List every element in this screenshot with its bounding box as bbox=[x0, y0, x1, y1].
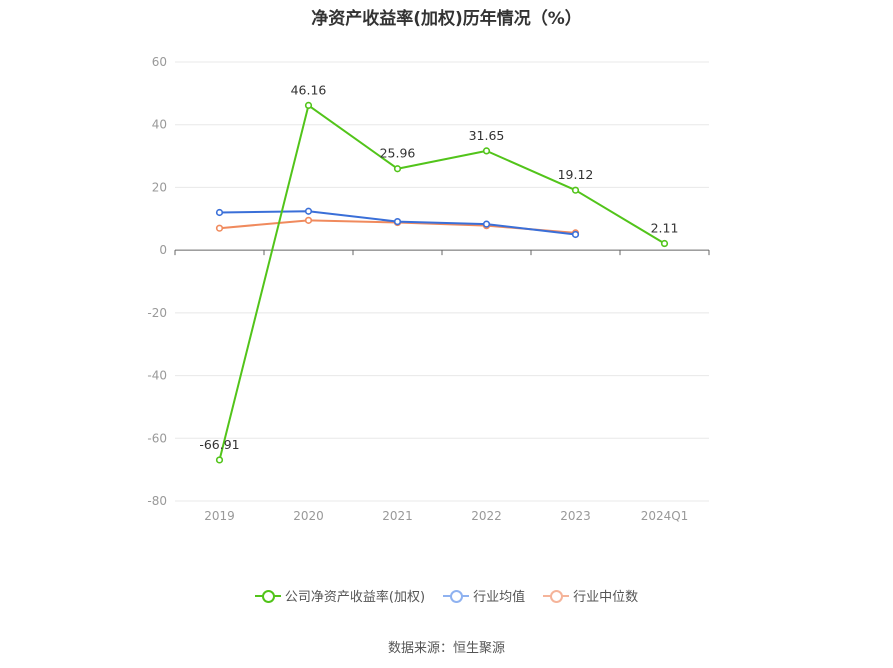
legend-label: 行业中位数 bbox=[573, 590, 639, 605]
x-tick-label: 2024Q1 bbox=[641, 509, 689, 523]
x-tick-label: 2021 bbox=[382, 509, 413, 523]
series-layer bbox=[215, 101, 669, 464]
data-point bbox=[660, 239, 669, 248]
data-label: 31.65 bbox=[469, 128, 505, 143]
legend-label: 公司净资产收益率(加权) bbox=[284, 590, 426, 605]
data-point bbox=[571, 186, 580, 194]
data-point bbox=[304, 216, 313, 224]
x-tick-label: 2019 bbox=[204, 509, 235, 523]
x-tick-label: 2023 bbox=[560, 509, 591, 523]
data-label: 19.12 bbox=[558, 167, 594, 182]
y-tick-label: 40 bbox=[152, 118, 167, 132]
data-label: -66.91 bbox=[199, 437, 239, 452]
legend-label: 行业均值 bbox=[473, 590, 526, 605]
legend-item-company-roe[interactable]: 公司净资产收益率(加权) bbox=[254, 586, 426, 605]
series-line bbox=[218, 104, 666, 461]
label-layer: -66.91 46.16 25.96 31.65 19.12 2.11 bbox=[199, 82, 678, 452]
line-chart: 60 40 20 0 -20 -40 -60 -80 2019 2020 2021 2022 2023 2… bbox=[147, 55, 710, 523]
legend-item-industry-median[interactable]: 行业中位数 bbox=[543, 586, 638, 605]
data-label: 46.16 bbox=[291, 82, 327, 97]
chart-title: 净资产收益率(加权)历年情况（%） bbox=[311, 9, 582, 29]
legend-marker-icon bbox=[543, 589, 570, 603]
data-point bbox=[304, 207, 313, 215]
data-point bbox=[215, 224, 224, 232]
y-tick-label: -60 bbox=[147, 431, 167, 445]
grid-layer bbox=[175, 61, 709, 502]
data-point bbox=[393, 165, 402, 173]
x-tick-label: 2020 bbox=[293, 509, 324, 523]
y-tick-label: -80 bbox=[147, 494, 167, 508]
axis-layer: 60 40 20 0 -20 -40 -60 -80 2019 2020 2021 2022 2023 2… bbox=[147, 55, 710, 523]
data-point bbox=[215, 208, 224, 217]
legend: 公司净资产收益率(加权) 行业均值 行业中位数 bbox=[0, 586, 893, 605]
data-label: 2.11 bbox=[651, 221, 679, 236]
legend-item-industry-mean[interactable]: 行业均值 bbox=[443, 586, 525, 605]
legend-marker-icon bbox=[254, 589, 281, 603]
data-point bbox=[393, 218, 402, 226]
data-point bbox=[482, 220, 491, 228]
data-point bbox=[482, 147, 491, 155]
data-point bbox=[304, 101, 313, 109]
y-tick-label: 20 bbox=[152, 180, 167, 194]
y-tick-label: 0 bbox=[159, 243, 167, 257]
legend-marker-icon bbox=[443, 589, 470, 603]
y-tick-label: 60 bbox=[152, 55, 167, 69]
data-source: 数据来源：恒生聚源 bbox=[387, 641, 505, 656]
data-point bbox=[215, 456, 224, 464]
data-label: 25.96 bbox=[380, 146, 416, 161]
y-tick-label: -20 bbox=[147, 306, 167, 320]
y-tick-label: -40 bbox=[147, 369, 167, 383]
x-tick-label: 2022 bbox=[471, 509, 502, 523]
data-point bbox=[571, 230, 580, 239]
